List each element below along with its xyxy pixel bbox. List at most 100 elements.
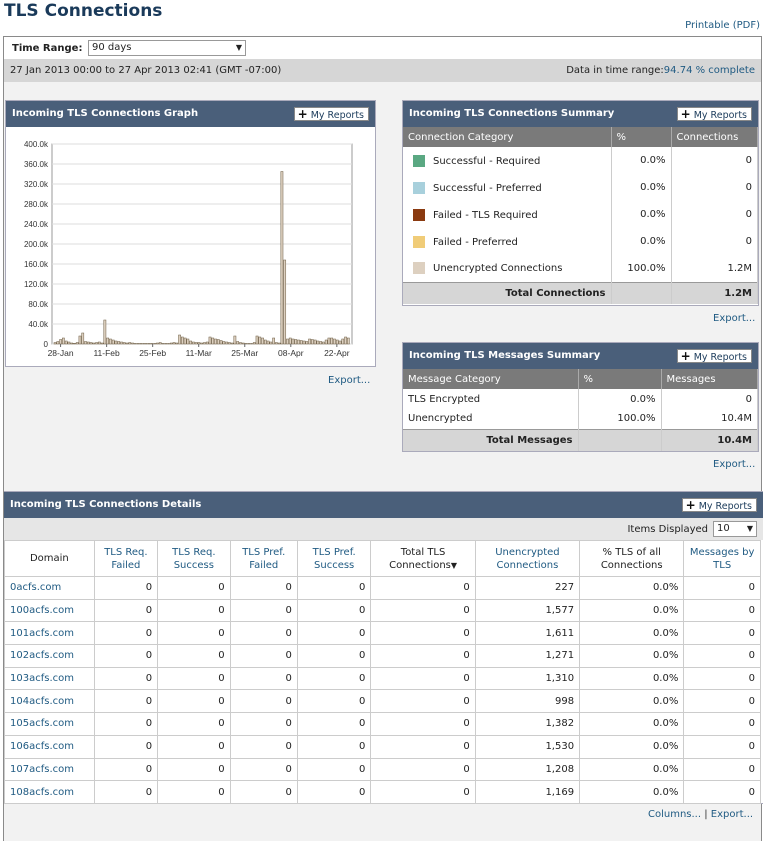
bar[interactable] [266,340,270,345]
bar[interactable] [263,339,267,345]
bar[interactable] [153,343,157,345]
data-completeness-link[interactable]: 94.74 % complete [663,65,755,76]
bar[interactable] [261,337,264,345]
bar[interactable] [252,342,256,345]
bar[interactable] [255,335,259,345]
bar[interactable] [164,343,168,345]
bar[interactable] [216,339,220,345]
bar[interactable] [236,341,239,345]
bar[interactable] [117,341,121,345]
domain-link[interactable]: 106acfs.com [4,734,95,759]
bar[interactable] [92,342,96,345]
bar[interactable] [311,339,314,345]
bar[interactable] [316,340,320,345]
bar[interactable] [139,343,143,345]
bar[interactable] [84,341,87,345]
details-export-link[interactable]: Export... [710,809,754,820]
my-reports-button[interactable]: + My Reports [681,498,757,512]
domain-link[interactable]: 108acfs.com [4,780,95,804]
bar[interactable] [158,342,162,345]
bar[interactable] [280,171,284,345]
domain-link[interactable]: 103acfs.com [4,666,95,691]
bar[interactable] [172,342,176,345]
bar[interactable] [250,343,253,345]
bar[interactable] [272,337,275,345]
bar[interactable] [335,339,339,345]
column-header[interactable]: Unencrypted Connections [474,540,581,577]
bar[interactable] [241,342,245,345]
bar[interactable] [70,342,74,345]
bar[interactable] [150,343,154,345]
bar[interactable] [205,341,209,345]
bar[interactable] [111,339,115,345]
bar[interactable] [247,343,251,345]
bar[interactable] [128,342,132,345]
bar[interactable] [175,342,179,345]
bar[interactable] [286,338,289,345]
bar[interactable] [98,341,101,345]
bar[interactable] [346,337,350,345]
bar[interactable] [228,342,231,345]
bar[interactable] [147,343,151,345]
bar[interactable] [136,343,140,345]
items-displayed-select[interactable]: 10 ▼ [713,521,757,537]
bar[interactable] [181,336,184,345]
columns-link[interactable]: Columns... [648,809,702,820]
my-reports-button[interactable]: + My Reports [293,107,369,121]
bar[interactable] [64,340,68,345]
bar[interactable] [114,340,118,345]
bar[interactable] [327,337,331,345]
bar[interactable] [305,341,309,345]
bar[interactable] [294,339,298,345]
bar[interactable] [109,338,112,345]
bar[interactable] [120,341,123,345]
bar[interactable] [161,343,165,345]
bar[interactable] [203,342,206,345]
bar[interactable] [225,341,228,345]
domain-link[interactable]: 107acfs.com [4,757,95,782]
bar[interactable] [100,342,104,345]
bar[interactable] [214,338,217,345]
bar[interactable] [78,335,82,345]
bar[interactable] [222,341,226,345]
bar[interactable] [194,342,198,345]
bar[interactable] [133,343,137,345]
bar[interactable] [62,337,65,345]
bar[interactable] [131,342,134,345]
bar[interactable] [219,340,223,345]
column-header[interactable]: TLS Req. Success [157,540,231,577]
bar[interactable] [189,340,192,345]
bar[interactable] [319,341,322,345]
bar[interactable] [299,340,303,345]
domain-link[interactable]: 100acfs.com [4,598,95,623]
domain-link[interactable]: 0acfs.com [4,576,95,600]
bar[interactable] [333,338,336,345]
msg-summary-export-link[interactable]: Export... [713,459,756,470]
bar[interactable] [197,342,201,345]
bar[interactable] [269,341,273,345]
bar[interactable] [186,338,190,345]
column-header[interactable]: TLS Req. Failed [93,540,159,577]
domain-link[interactable]: 105acfs.com [4,712,95,736]
bar[interactable] [258,336,262,345]
bar[interactable] [313,339,317,345]
bar[interactable] [322,341,325,345]
bar[interactable] [142,343,145,345]
bar[interactable] [297,339,300,345]
bar[interactable] [239,342,242,345]
bar[interactable] [302,340,306,345]
bar[interactable] [81,332,85,345]
bar[interactable] [233,335,237,345]
bar[interactable] [200,342,204,345]
my-reports-button[interactable]: + My Reports [676,107,752,121]
bar[interactable] [125,342,129,345]
bar[interactable] [73,343,76,345]
bar[interactable] [89,342,93,345]
bar[interactable] [308,338,311,345]
conn-summary-export-link[interactable]: Export... [713,313,756,324]
domain-link[interactable]: 102acfs.com [4,644,95,668]
bar[interactable] [103,319,107,345]
bar[interactable] [56,341,60,345]
bar[interactable] [53,342,57,345]
bar[interactable] [338,340,342,345]
